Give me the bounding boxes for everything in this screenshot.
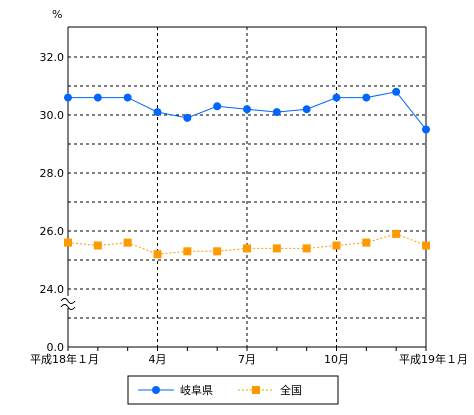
data-point-2	[272, 244, 281, 253]
data-point-2	[332, 241, 341, 250]
break-wave	[60, 304, 76, 310]
data-point-1	[332, 93, 341, 102]
y-tick-label: 30.0	[40, 109, 65, 122]
break-wave	[60, 298, 76, 304]
data-point-1	[183, 113, 192, 122]
legend: 岐阜県 全国	[127, 375, 339, 405]
data-point-1	[392, 87, 401, 96]
y-tick-label: 24.0	[40, 283, 65, 296]
data-point-2	[392, 229, 401, 238]
y-tick-label: 26.0	[40, 225, 65, 238]
data-point-1	[153, 108, 162, 117]
legend-marker	[252, 386, 260, 394]
legend-label: 全国	[280, 383, 302, 397]
data-point-1	[213, 102, 222, 111]
grid-lines	[68, 27, 426, 347]
y-unit-label: %	[52, 8, 62, 21]
data-point-1	[243, 105, 251, 114]
data-point-1	[272, 108, 281, 117]
data-point-1	[302, 105, 311, 114]
data-point-2	[183, 247, 192, 256]
y-tick-label: 28.0	[40, 167, 65, 180]
data-point-1	[422, 125, 430, 134]
data-point-1	[64, 93, 72, 102]
legend-label: 岐阜県	[180, 384, 213, 397]
data-point-2	[123, 238, 132, 247]
axis-break-mark	[60, 296, 76, 310]
legend-marker	[152, 386, 160, 394]
data-point-1	[93, 93, 102, 102]
data-point-2	[243, 244, 251, 253]
x-tick-labels: 平成18年１月 4月 7月 10月 平成19年１月	[30, 352, 468, 366]
data-point-2	[64, 238, 72, 247]
data-point-2	[93, 241, 102, 250]
data-series	[64, 87, 430, 259]
y-tick-labels: 32.0 30.0 28.0 26.0 24.0 0.0	[40, 51, 65, 354]
x-tick-label: 10月	[324, 353, 349, 366]
x-tick-label: 平成18年１月	[30, 352, 99, 366]
axes	[67, 26, 427, 351]
data-point-2	[362, 238, 371, 247]
data-point-2	[422, 241, 430, 250]
data-point-2	[153, 250, 162, 259]
y-tick-label: 0.0	[47, 341, 65, 354]
data-point-2	[213, 247, 222, 256]
x-tick-label: 7月	[238, 353, 256, 366]
data-point-2	[302, 244, 311, 253]
data-point-1	[362, 93, 371, 102]
x-tick-label: 4月	[149, 353, 167, 366]
y-tick-label: 32.0	[40, 51, 65, 64]
data-point-1	[123, 93, 132, 102]
x-tick-label: 平成19年１月	[399, 352, 468, 366]
